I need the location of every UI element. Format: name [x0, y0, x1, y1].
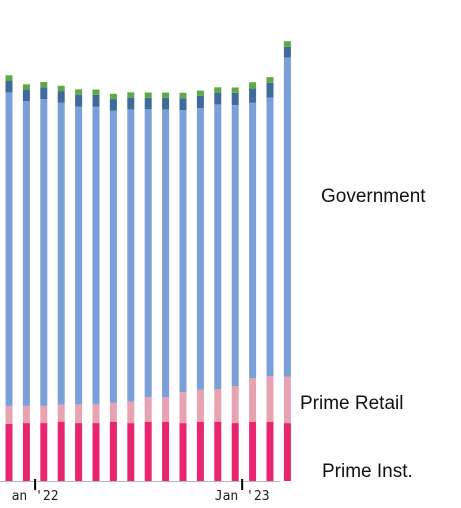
bar-segment-series-4: [231, 87, 239, 93]
bar-segment-government: [5, 92, 13, 406]
bar-segment-prime-inst: [5, 424, 13, 481]
bar-segment-series-3: [127, 97, 135, 110]
series-label-government: Government: [321, 186, 426, 207]
bar-segment-government: [249, 102, 257, 378]
bar-segment-government: [231, 105, 239, 386]
bar-segment-series-4: [5, 75, 13, 81]
series-label-prime-inst: Prime Inst.: [322, 461, 413, 482]
bar-segment-prime-retail: [144, 397, 152, 422]
bar-segment-prime-inst: [22, 423, 30, 481]
series-label-prime-retail: Prime Retail: [300, 393, 403, 414]
bar-segment-prime-inst: [92, 423, 100, 481]
bar-segment-prime-inst: [127, 423, 135, 481]
bar-segment-prime-retail: [127, 401, 135, 424]
bar-segment-government: [92, 106, 100, 405]
bar-segment-prime-inst: [231, 423, 239, 481]
bar-segment-series-3: [22, 89, 30, 101]
bar-segment-prime-retail: [162, 397, 170, 422]
bar-segment-series-3: [214, 92, 222, 105]
bar-segment-prime-inst: [162, 421, 170, 481]
bar-segment-government: [144, 109, 152, 398]
bar-segment-series-3: [5, 81, 13, 93]
bar-segment-government: [196, 108, 204, 390]
bar-segment-prime-inst: [214, 421, 222, 481]
bar-segment-series-3: [40, 87, 48, 100]
bar-segment-series-4: [214, 87, 222, 93]
bars-group: [5, 41, 291, 481]
bar-segment-series-4: [162, 92, 170, 98]
bar-segment-prime-inst: [75, 423, 83, 481]
bar-segment-prime-inst: [109, 421, 117, 481]
bar-segment-series-3: [162, 98, 170, 110]
bar-segment-series-4: [92, 89, 100, 95]
bar-segment-prime-retail: [109, 402, 117, 422]
bar-segment-series-3: [266, 82, 274, 98]
bar-segment-series-4: [144, 92, 152, 98]
bar-segment-series-3: [92, 94, 100, 107]
bar-segment-government: [266, 97, 274, 377]
bar-segment-series-3: [283, 46, 291, 58]
x-ticks-group: an '22 Jan '23: [12, 479, 270, 504]
bar-segment-government: [283, 57, 291, 377]
bar-segment-prime-retail: [5, 405, 13, 424]
bar-segment-government: [22, 101, 30, 406]
bar-segment-government: [75, 106, 83, 405]
bar-segment-government: [109, 110, 117, 403]
bar-segment-series-4: [57, 85, 65, 92]
bar-segment-series-4: [249, 82, 257, 89]
bar-segment-series-4: [127, 92, 135, 98]
bar-segment-government: [179, 109, 187, 393]
bar-segment-series-4: [22, 84, 30, 90]
bar-segment-prime-inst: [57, 421, 65, 481]
bar-segment-prime-inst: [283, 423, 291, 481]
bar-segment-series-3: [249, 88, 257, 103]
bar-segment-prime-retail: [40, 405, 48, 423]
bar-segment-prime-retail: [22, 405, 30, 423]
bar-segment-series-4: [179, 92, 187, 99]
bar-segment-prime-retail: [196, 389, 204, 422]
bar-segment-series-4: [40, 82, 48, 88]
bar-segment-government: [127, 109, 135, 402]
bar-segment-government: [57, 102, 65, 405]
x-tick-label: an '22: [12, 489, 59, 504]
bar-segment-series-3: [179, 98, 187, 110]
bar-segment-prime-inst: [179, 423, 187, 481]
bar-segment-prime-retail: [179, 392, 187, 424]
bar-segment-prime-inst: [40, 423, 48, 481]
bar-segment-government: [214, 104, 222, 390]
bar-segment-series-4: [266, 77, 274, 83]
bar-segment-government: [40, 99, 48, 406]
bar-segment-series-4: [109, 93, 117, 100]
bar-segment-prime-inst: [249, 421, 257, 481]
bar-segment-prime-retail: [266, 376, 274, 422]
bar-segment-prime-retail: [283, 376, 291, 424]
bar-segment-series-4: [196, 90, 204, 96]
bar-segment-series-4: [283, 41, 291, 47]
bar-segment-prime-inst: [144, 421, 152, 481]
x-tick-label: Jan '23: [215, 489, 270, 504]
bar-segment-prime-retail: [75, 404, 83, 423]
bar-segment-prime-inst: [196, 421, 204, 481]
bar-segment-series-4: [75, 89, 83, 95]
bar-segment-prime-retail: [249, 378, 257, 422]
bar-segment-series-3: [109, 99, 117, 111]
bar-segment-government: [162, 109, 170, 398]
bar-segment-series-3: [144, 97, 152, 110]
bar-segment-prime-retail: [231, 386, 239, 423]
bar-segment-prime-retail: [214, 389, 222, 422]
bar-segment-prime-retail: [57, 404, 65, 422]
bar-segment-series-3: [57, 91, 65, 103]
bar-segment-series-3: [196, 95, 204, 109]
bar-segment-series-3: [75, 94, 83, 107]
bar-segment-series-3: [231, 92, 239, 106]
bar-segment-prime-retail: [92, 404, 100, 423]
bar-segment-prime-inst: [266, 421, 274, 481]
